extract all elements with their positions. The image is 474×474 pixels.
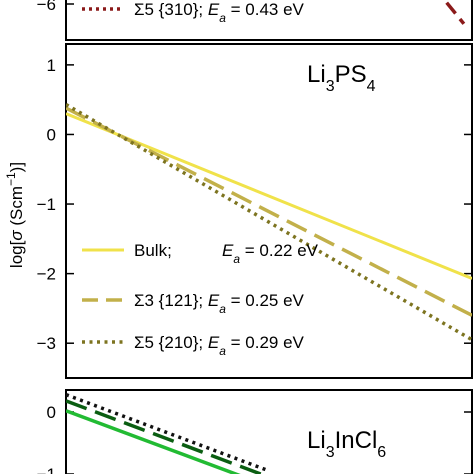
main-legend-label-2: Σ5 {210}; Ea = 0.29 eV — [134, 333, 305, 358]
panel-label-li3incl6: Li3InCl6 — [307, 427, 386, 461]
ea-symbol: E — [222, 241, 234, 260]
bottom-series-line-2 — [66, 393, 270, 473]
bottom-series-line-1 — [66, 399, 266, 474]
legend-series-text: Σ5 {210}; — [134, 333, 208, 352]
main-series-group — [66, 103, 472, 342]
ea-symbol: E — [208, 333, 220, 352]
bottom-panel-frame — [65, 389, 473, 474]
bottom-ytick-label-1: −1 — [37, 465, 56, 474]
ea-subscript: a — [233, 252, 240, 266]
ea-subscript: a — [219, 344, 226, 358]
ea-subscript: a — [219, 11, 226, 25]
legend-ea-value: = 0.25 eV — [226, 291, 305, 310]
main-ytick-label-4: −3 — [37, 334, 56, 353]
ea-symbol: E — [208, 291, 220, 310]
main-ytick-label-1: 0 — [47, 125, 56, 144]
legend-ea-value: = 0.29 eV — [226, 333, 305, 352]
top-legend-value: = 0.43 eV — [226, 0, 305, 19]
legend-series-text: Σ3 {121}; — [134, 291, 208, 310]
main-panel-frame — [65, 43, 473, 379]
main-ytick-label-3: −2 — [37, 265, 56, 284]
ea-subscript: a — [219, 302, 226, 316]
panel-label-li3ps4: Li3PS4 — [307, 61, 376, 95]
main-ytick-label-2: −1 — [37, 195, 56, 214]
ea-symbol: E — [208, 0, 220, 19]
main-ytick-label-0: 1 — [47, 56, 56, 75]
top-series-line — [442, 0, 466, 25]
top-panel-frame — [65, 0, 473, 41]
bottom-ytick-label-0: 0 — [47, 403, 56, 422]
main-panel: 1 0 −1 −2 −3 Li3PS4 Bulk; Ea = 0.22 eV Σ3 {121… — [37, 43, 473, 379]
legend-series-text: Bulk; — [134, 241, 172, 260]
main-yticks: 1 0 −1 −2 −3 — [37, 56, 472, 353]
top-legend-label: Σ5 {310}; Ea = 0.43 eV — [134, 0, 305, 25]
bottom-series-line-0 — [66, 409, 241, 474]
main-legend-label-1: Σ3 {121}; Ea = 0.25 eV — [134, 291, 305, 316]
legend-ea-value: = 0.22 eV — [240, 241, 319, 260]
top-legend-text: Σ5 {310}; — [134, 0, 208, 19]
top-panel: −6 Σ5 {310}; Ea = 0.43 eV — [37, 0, 473, 41]
y-axis-label: log[σ (Scm−1)] — [4, 162, 26, 268]
bottom-panel: 0 −1 Li3InCl6 — [37, 389, 473, 474]
main-legend-label-0: Bulk; Ea = 0.22 eV — [134, 241, 319, 266]
bottom-series-group — [66, 393, 270, 474]
top-ytick-label: −6 — [37, 0, 56, 14]
main-series-line-2 — [66, 103, 472, 342]
